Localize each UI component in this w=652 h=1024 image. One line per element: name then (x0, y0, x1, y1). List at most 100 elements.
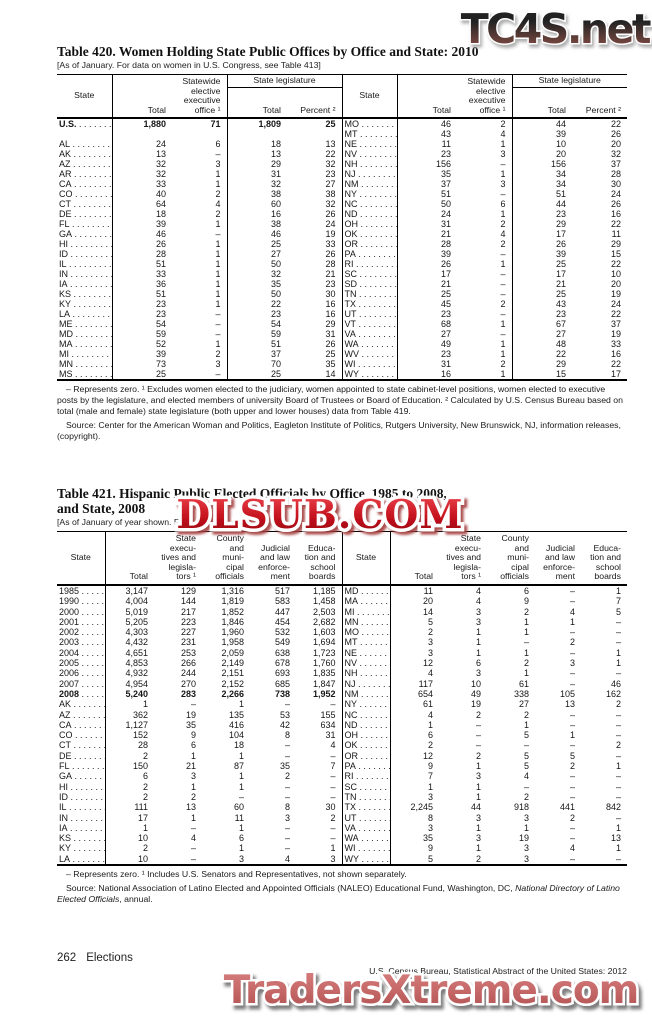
state-leader-wrap: 2001 . . . . . . . . . . . . . . . . (57, 617, 105, 627)
value-cell: – (284, 822, 290, 833)
table-row: IL . . . . . . . . . . . . . . . . 111 13 6… (57, 802, 627, 813)
value-cell: 4,932 (125, 668, 148, 679)
state-label: WI (344, 359, 356, 370)
value-cell: – (330, 699, 336, 710)
dot-leader: . . . . . . . . . . . . . . . . (72, 139, 112, 150)
value-cell: 20 (555, 149, 566, 160)
value-cell: 2,151 (221, 668, 244, 679)
table-row: IN . . . . . . . . . . . . . . . . 33 1 32 2… (57, 269, 627, 280)
value-cell: 32 (270, 179, 281, 190)
state-label: MD (59, 329, 73, 340)
state-cell: ND . . . . . . . . . . . . . . . . (341, 719, 391, 731)
state-label: NV (344, 658, 358, 669)
state-leader-wrap: MT . . . . . . . . . . . . . . . . (343, 129, 397, 139)
state-label: 2007 (59, 678, 80, 689)
state-cell: MN . . . . . . . . . . . . . . . . (57, 359, 113, 370)
state-leader-wrap: NV . . . . . . . . . . . . . . . . (343, 658, 390, 668)
dot-leader: . . . . . . . . . . . . . . . . (74, 229, 112, 240)
state-label: NC (344, 709, 358, 720)
value-cell: 1 (427, 781, 433, 792)
value-cell: 33 (155, 269, 166, 280)
state-cell: VT . . . . . . . . . . . . . . . . (341, 319, 398, 330)
state-label: VT (344, 319, 357, 330)
source-text: Source: National Association of Latino E… (66, 882, 516, 893)
value-cell: – (190, 822, 196, 833)
value-cell: 26 (325, 209, 336, 220)
value-cell: 8 (284, 802, 290, 813)
value-cell: 2 (615, 699, 621, 710)
value-cell: 31 (440, 219, 451, 230)
value-cell: 3 (457, 149, 513, 160)
value-cell: 2 (569, 812, 575, 823)
value-cell: 1 (615, 647, 621, 658)
state-leader-wrap: NJ . . . . . . . . . . . . . . . . (343, 679, 390, 689)
state-leader-wrap: SC . . . . . . . . . . . . . . . . (343, 782, 390, 792)
state-leader-wrap: U.S. . . . . . . . . . . . . . . . . (57, 119, 112, 129)
state-cell: IL . . . . . . . . . . . . . . . . (57, 259, 113, 270)
value-cell: 26 (325, 339, 336, 350)
state-leader-wrap: KY . . . . . . . . . . . . . . . . (57, 299, 112, 309)
state-label: ID (59, 249, 68, 260)
value-cell: 1 (238, 822, 244, 833)
state-label: PA (344, 249, 356, 260)
table-420: State Total Statewide elective executive… (57, 74, 627, 382)
value-cell: 26 (440, 259, 451, 270)
value-cell: – (569, 627, 575, 638)
state-leader-wrap: WI . . . . . . . . . . . . . . . . (343, 843, 390, 853)
value-cell: 1,316 (221, 585, 244, 596)
value-cell: 129 (180, 585, 196, 596)
value-cell: 29 (325, 319, 336, 330)
state-leader-wrap: OK . . . . . . . . . . . . . . . . (343, 229, 397, 239)
state-label: NV (344, 149, 358, 160)
state-leader-wrap: IL . . . . . . . . . . . . . . . . (57, 802, 105, 812)
state-leader-wrap: WV . . . . . . . . . . . . . . . . (343, 349, 397, 359)
state-cell: KY . . . . . . . . . . . . . . . . (57, 843, 106, 854)
state-label: NE (344, 139, 358, 150)
col-header-state: State (341, 74, 398, 119)
value-cell: 30 (325, 289, 336, 300)
state-leader-wrap: PA . . . . . . . . . . . . . . . . (343, 761, 390, 771)
value-cell: 4 (330, 740, 336, 751)
table421-body: 1985 . . . . . . . . . . . . . . . .3,14… (57, 584, 627, 865)
dot-leader: . . . . . . . . . . . . . . . . (359, 149, 397, 160)
col-header-statewide-office: Statewide elective executive office ¹ (172, 74, 228, 119)
dot-leader: . . . . . . . . . . . . . . . . (81, 627, 105, 638)
value-cell: 39 (440, 249, 451, 260)
value-cell: – (569, 585, 575, 596)
value-cell: – (330, 781, 336, 792)
value-cell: 4 (190, 833, 196, 844)
state-leader-wrap: 1990 . . . . . . . . . . . . . . . . (57, 596, 105, 606)
state-cell: 2007 . . . . . . . . . . . . . . . . (57, 678, 106, 689)
value-cell: 156 (435, 159, 451, 170)
value-cell: 2 (142, 843, 148, 854)
state-cell: 2001 . . . . . . . . . . . . . . . . (57, 616, 106, 628)
dot-leader: . . . . . . . . . . . . . . . . (81, 688, 105, 699)
state-cell: NH . . . . . . . . . . . . . . . . (341, 159, 398, 170)
state-label: 1985 (59, 585, 80, 596)
value-cell: 34 (555, 169, 566, 180)
value-cell: – (284, 750, 290, 761)
value-cell: 4,853 (125, 658, 148, 669)
value-cell: 2 (427, 627, 433, 638)
state-cell: VA . . . . . . . . . . . . . . . . (341, 822, 391, 834)
state-label: MT (344, 129, 358, 140)
state-label: OH (344, 730, 359, 741)
value-cell: 13 (325, 139, 336, 150)
state-cell: SC . . . . . . . . . . . . . . . . (341, 269, 398, 280)
state-cell: TN . . . . . . . . . . . . . . . . (341, 289, 398, 300)
value-cell: 6 (142, 771, 148, 782)
state-cell: HI . . . . . . . . . . . . . . . . (57, 781, 106, 792)
state-leader-wrap: IN . . . . . . . . . . . . . . . . (57, 269, 112, 279)
table-row: HI . . . . . . . . . . . . . . . . 26 1 25 3… (57, 239, 627, 250)
value-cell: 13 (155, 149, 166, 160)
value-cell: 24 (610, 299, 621, 310)
value-cell: 15 (555, 369, 566, 380)
state-cell: NE . . . . . . . . . . . . . . . . (341, 139, 398, 150)
table-row: KY . . . . . . . . . . . . . . . .2–1–1W… (57, 843, 627, 854)
value-cell: 6 (238, 833, 244, 844)
state-label: NE (344, 647, 358, 658)
value-cell: 27 (518, 699, 529, 710)
section-table-420: Table 420. Women Holding State Public Of… (57, 44, 627, 442)
dot-leader: . . . . . . . . . . . . . . . . (70, 269, 112, 280)
state-leader-wrap: FL . . . . . . . . . . . . . . . . (57, 761, 105, 771)
